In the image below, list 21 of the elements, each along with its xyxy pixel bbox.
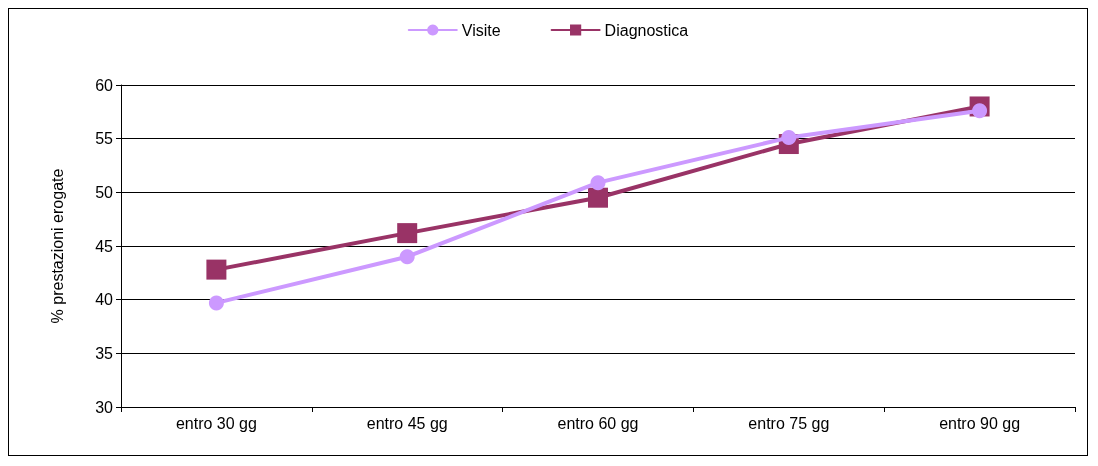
- y-tick-label: 50: [95, 183, 114, 201]
- point: [590, 175, 606, 191]
- y-tick-label: 60: [95, 76, 114, 94]
- point: [206, 259, 227, 280]
- point: [588, 187, 608, 208]
- y-tick-label: 45: [95, 237, 114, 255]
- y-tick-label: 40: [95, 291, 114, 309]
- y-tick-label: 55: [95, 130, 114, 148]
- x-tick-label: entro 75 gg: [748, 414, 830, 432]
- x-tick-label: entro 90 gg: [939, 414, 1021, 432]
- y-axis-title: % prestazioni erogate: [48, 168, 66, 324]
- y-tick-label: 35: [95, 344, 114, 362]
- point: [399, 249, 415, 265]
- x-tick-label: entro 45 gg: [366, 414, 448, 432]
- legend-label: Visite: [461, 21, 501, 39]
- legend-label: Diagnostica: [604, 21, 689, 39]
- x-tick-label: entro 30 gg: [175, 414, 257, 432]
- point: [397, 223, 418, 244]
- x-tick-label: entro 60 gg: [557, 414, 639, 432]
- y-tick-label: 30: [95, 398, 114, 416]
- point: [208, 295, 224, 311]
